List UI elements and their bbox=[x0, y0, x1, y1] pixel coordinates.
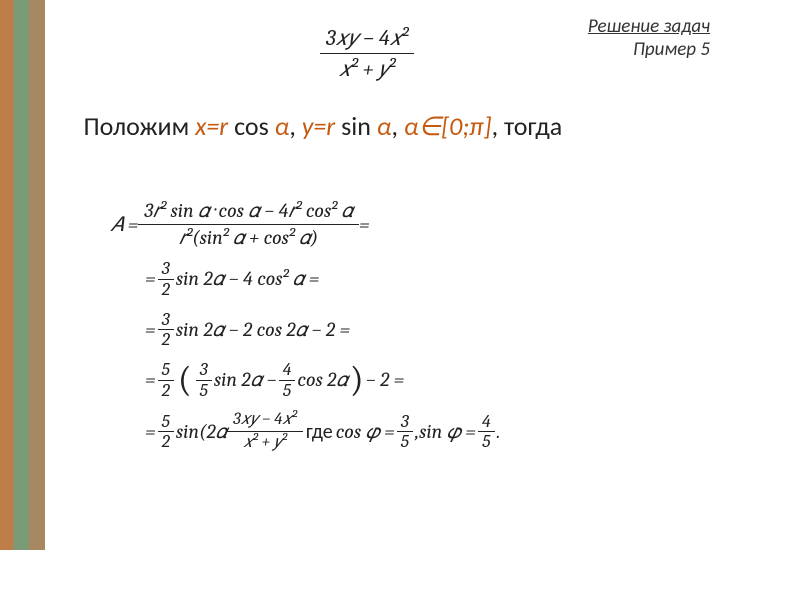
frac-3-5: 35 bbox=[196, 360, 212, 401]
eq5-a: sin(2𝛼 bbox=[176, 421, 227, 443]
sep1: , bbox=[289, 110, 301, 142]
top-num: 3𝑥𝑦 − 4𝑥² bbox=[320, 25, 414, 54]
var2: α bbox=[377, 110, 392, 142]
eq-row-2: = 32 sin 2𝛼 − 4 cos² 𝛼 = bbox=[145, 259, 500, 300]
eq1-num: 3𝑟² sin 𝛼 · cos 𝛼 − 4𝑟² cos² 𝛼 bbox=[138, 200, 359, 225]
frac-3-2b: 32 bbox=[158, 310, 174, 351]
frac-3-2a: 32 bbox=[158, 259, 174, 300]
accent-bar bbox=[0, 0, 45, 550]
eq1-lhs: 𝐴 = bbox=[110, 214, 138, 236]
eq5-frac: 3𝑥𝑦 − 4𝑥² 𝑥² + 𝑦² bbox=[227, 411, 303, 453]
eq4-eq: = bbox=[145, 369, 156, 391]
sep2: , bbox=[391, 110, 403, 142]
eq-row-5: = 52 sin(2𝛼 3𝑥𝑦 − 4𝑥² 𝑥² + 𝑦² где cos 𝜑 … bbox=[145, 411, 500, 453]
slide-header: Решение задач Пример 5 bbox=[588, 15, 710, 61]
sub1: x=r bbox=[195, 110, 228, 142]
eq5-num: 3𝑥𝑦 − 4𝑥² bbox=[227, 411, 303, 433]
sub2: y=r bbox=[302, 110, 336, 142]
top-expression: 3𝑥𝑦 − 4𝑥² 𝑥² + 𝑦² bbox=[320, 25, 414, 82]
eq5-sin: sin 𝜑 = bbox=[419, 421, 476, 443]
range: α∈[0;π] bbox=[404, 110, 492, 142]
eq5-gde: где bbox=[306, 421, 333, 443]
fn2: sin bbox=[335, 110, 377, 142]
top-den: 𝑥² + 𝑦² bbox=[320, 54, 414, 82]
body-text: Положим x=r cos α, y=r sin α, α∈[0;π], т… bbox=[60, 110, 760, 144]
eq4-mid: sin 2𝛼 − bbox=[214, 369, 277, 391]
frac-4-5: 45 bbox=[279, 360, 296, 401]
suffix: , тогда bbox=[492, 110, 563, 142]
eq-row-1: 𝐴 = 3𝑟² sin 𝛼 · cos 𝛼 − 4𝑟² cos² 𝛼 𝑟²(si… bbox=[110, 200, 500, 249]
eq4-tail: − 2 = bbox=[366, 369, 405, 391]
eq5-eq: = bbox=[145, 421, 156, 443]
eq2-eq: = bbox=[145, 268, 156, 290]
frac-4-5b: 45 bbox=[478, 412, 495, 453]
eq1-eq: = bbox=[359, 214, 370, 236]
eq4-end: cos 2𝛼 bbox=[297, 369, 348, 391]
var1: α bbox=[275, 110, 290, 142]
header-line2: Пример 5 bbox=[588, 38, 710, 61]
eq3-body: sin 2𝛼 − 2 cos 2𝛼 − 2 = bbox=[176, 319, 350, 341]
lparen: ( bbox=[178, 366, 192, 395]
frac-5-2b: 52 bbox=[158, 412, 174, 453]
rparen: ) bbox=[350, 366, 364, 395]
eq5-dot: . bbox=[497, 421, 501, 443]
eq-row-3: = 32 sin 2𝛼 − 2 cos 2𝛼 − 2 = bbox=[145, 310, 500, 351]
equation-block: 𝐴 = 3𝑟² sin 𝛼 · cos 𝛼 − 4𝑟² cos² 𝛼 𝑟²(si… bbox=[110, 190, 500, 463]
body-prefix: Положим bbox=[60, 110, 195, 142]
header-line1: Решение задач bbox=[588, 15, 710, 38]
eq-row-4: = 52 ( 35 sin 2𝛼 − 45 cos 2𝛼 ) − 2 = bbox=[145, 360, 500, 401]
eq5-den: 𝑥² + 𝑦² bbox=[227, 432, 303, 453]
top-fraction: 3𝑥𝑦 − 4𝑥² 𝑥² + 𝑦² bbox=[320, 25, 414, 82]
eq2-body: sin 2𝛼 − 4 cos² 𝛼 = bbox=[176, 268, 319, 290]
eq3-eq: = bbox=[145, 319, 156, 341]
eq1-den: 𝑟²(sin² 𝛼 + cos² 𝛼) bbox=[138, 225, 359, 249]
eq1-frac: 3𝑟² sin 𝛼 · cos 𝛼 − 4𝑟² cos² 𝛼 𝑟²(sin² 𝛼… bbox=[138, 200, 359, 249]
eq5-cos: cos 𝜑 = bbox=[336, 421, 395, 443]
fn1: cos bbox=[228, 110, 274, 142]
frac-5-2a: 52 bbox=[158, 360, 174, 401]
frac-3-5b: 35 bbox=[397, 412, 413, 453]
